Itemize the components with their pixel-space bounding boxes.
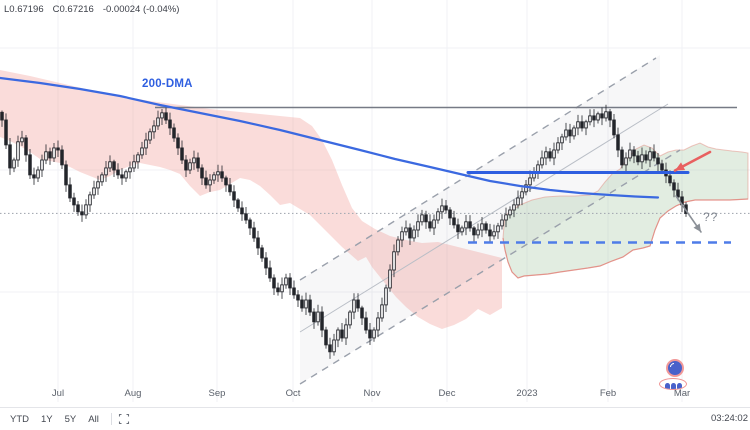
snapshot-icon[interactable] <box>118 413 130 425</box>
range-all[interactable]: All <box>82 414 105 425</box>
quote-close: C0.67216 <box>52 4 94 15</box>
quote-bar: L0.67196 C0.67216 -0.00024 (-0.04%) <box>4 4 179 15</box>
x-tick-2023: 2023 <box>516 388 538 399</box>
x-tick-oct: Oct <box>285 388 301 399</box>
x-tick-dec: Dec <box>438 388 456 399</box>
red-breakdown-arrow <box>673 150 712 172</box>
dma-annotation-label: 200-DMA <box>142 78 193 90</box>
logo-oval-icon <box>659 378 687 390</box>
candles-layer <box>0 104 688 359</box>
channel-median-line <box>299 103 669 333</box>
x-tick-sep: Sep <box>208 388 226 399</box>
dma-line[interactable] <box>0 76 660 199</box>
x-axis: Jul Aug Sep Oct Nov Dec 2023 Feb Mar <box>0 388 750 402</box>
gray-projection-arrow <box>675 195 702 233</box>
bottom-toolbar: YTD 1Y 5Y All 03:24:02 <box>0 407 750 430</box>
channel-lower-line <box>299 149 681 385</box>
toolbar-divider <box>110 413 112 425</box>
x-tick-jul: Jul <box>51 388 65 399</box>
watermark-logo <box>658 359 696 390</box>
range-1y[interactable]: 1Y <box>35 414 59 425</box>
x-tick-mar: Mar <box>673 388 691 399</box>
x-tick-nov: Nov <box>363 388 381 399</box>
bearish-cloud <box>0 70 502 329</box>
clock-label: 03:24:02 <box>711 413 748 424</box>
range-5y[interactable]: 5Y <box>59 414 83 425</box>
range-ytd[interactable]: YTD <box>4 414 35 425</box>
x-tick-feb: Feb <box>599 388 617 399</box>
channel-upper-line <box>299 57 657 281</box>
x-tick-aug: Aug <box>124 388 142 399</box>
quote-change: -0.00024 (-0.04%) <box>102 4 180 15</box>
logo-circle-icon <box>666 359 684 377</box>
range-buttons: YTD 1Y 5Y All <box>0 414 105 425</box>
question-annotation: ?? <box>703 210 719 224</box>
quote-low: L0.67196 <box>4 4 44 15</box>
